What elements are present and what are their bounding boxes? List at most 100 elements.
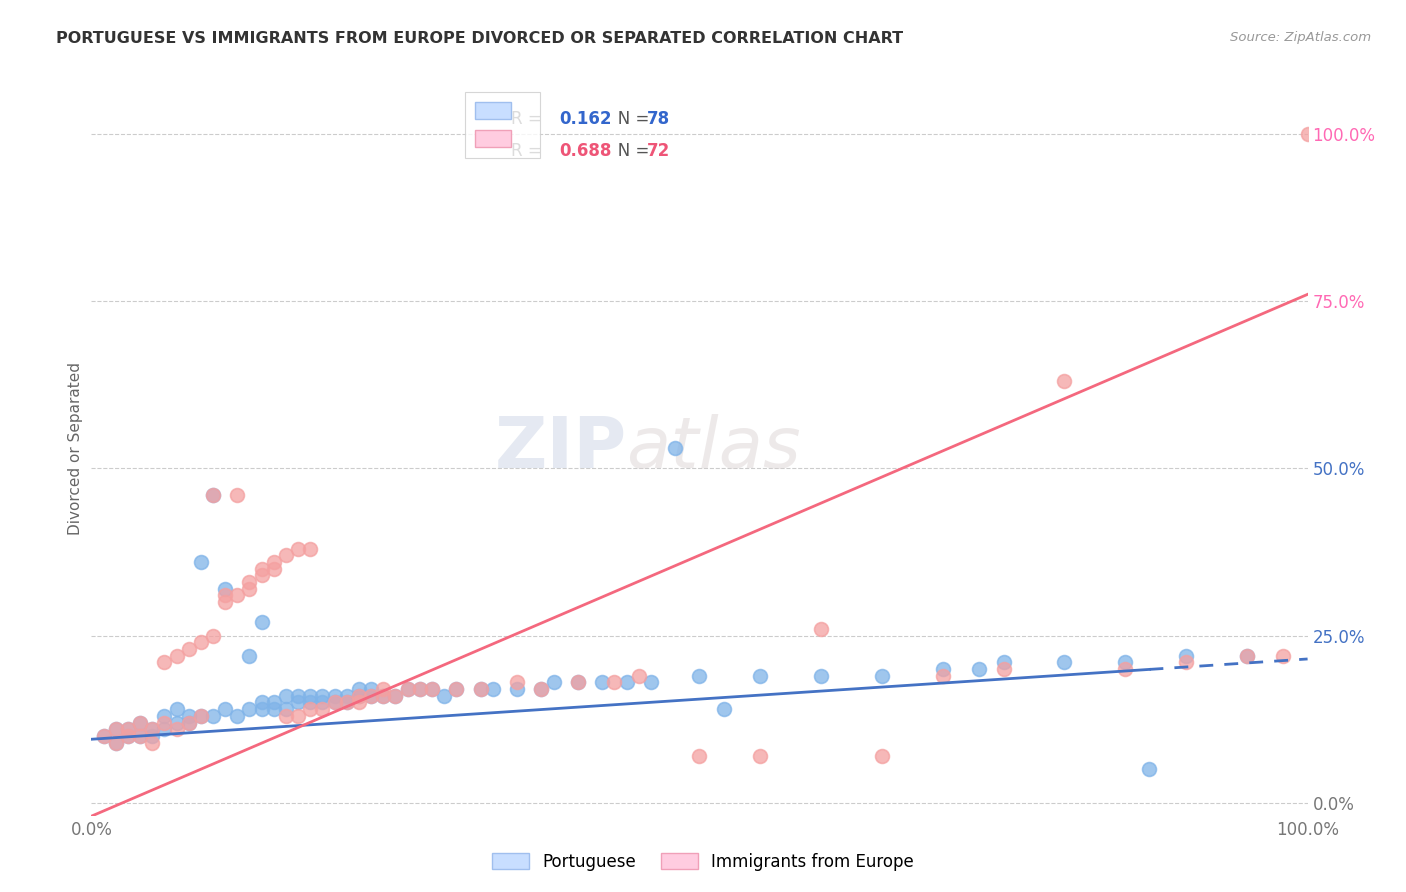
Y-axis label: Divorced or Separated: Divorced or Separated: [67, 362, 83, 534]
Legend: Portuguese, Immigrants from Europe: Portuguese, Immigrants from Europe: [484, 845, 922, 880]
Point: [311, 696, 333, 710]
Point: [323, 696, 346, 710]
Point: [373, 681, 395, 696]
Point: [263, 696, 285, 710]
Point: [117, 729, 139, 743]
Point: [141, 729, 163, 743]
Point: [1053, 374, 1076, 388]
Point: [93, 729, 115, 743]
Point: [336, 689, 359, 703]
Point: [117, 723, 139, 737]
Point: [190, 555, 212, 569]
Point: [336, 696, 359, 710]
Point: [993, 655, 1015, 669]
Point: [591, 675, 613, 690]
Point: [141, 735, 163, 749]
Point: [384, 689, 406, 703]
Point: [299, 541, 322, 556]
Point: [238, 574, 260, 589]
Point: [1053, 655, 1076, 669]
Point: [347, 689, 370, 703]
Point: [396, 681, 419, 696]
Text: N =: N =: [602, 142, 655, 160]
Point: [1175, 648, 1198, 663]
Point: [287, 696, 309, 710]
Point: [323, 696, 346, 710]
Point: [1296, 127, 1319, 141]
Point: [202, 628, 225, 642]
Point: [129, 715, 152, 730]
Point: [603, 675, 626, 690]
Text: ZIP: ZIP: [495, 414, 627, 483]
Point: [749, 749, 772, 764]
Point: [250, 696, 273, 710]
Text: atlas: atlas: [627, 414, 801, 483]
Point: [347, 681, 370, 696]
Point: [190, 708, 212, 723]
Point: [311, 702, 333, 716]
Point: [250, 568, 273, 582]
Text: N =: N =: [602, 110, 655, 128]
Text: R =: R =: [510, 142, 553, 160]
Text: Source: ZipAtlas.com: Source: ZipAtlas.com: [1230, 31, 1371, 45]
Point: [299, 702, 322, 716]
Point: [238, 582, 260, 596]
Point: [238, 702, 260, 716]
Point: [543, 675, 565, 690]
Point: [713, 702, 735, 716]
Point: [177, 715, 200, 730]
Point: [870, 669, 893, 683]
Point: [287, 541, 309, 556]
Point: [360, 681, 382, 696]
Point: [616, 675, 638, 690]
Point: [153, 655, 176, 669]
Point: [166, 702, 188, 716]
Point: [373, 689, 395, 703]
Point: [627, 669, 650, 683]
Point: [530, 681, 553, 696]
Point: [444, 681, 467, 696]
Point: [810, 669, 832, 683]
Point: [993, 662, 1015, 676]
Point: [470, 681, 492, 696]
Point: [238, 648, 260, 663]
Point: [347, 689, 370, 703]
Point: [129, 729, 152, 743]
Point: [274, 689, 297, 703]
Text: 0.688: 0.688: [560, 142, 612, 160]
Point: [287, 708, 309, 723]
Point: [117, 723, 139, 737]
Point: [190, 635, 212, 649]
Point: [214, 702, 236, 716]
Point: [141, 723, 163, 737]
Point: [409, 681, 432, 696]
Point: [226, 488, 249, 502]
Point: [931, 669, 953, 683]
Point: [347, 696, 370, 710]
Point: [287, 689, 309, 703]
Point: [1236, 648, 1258, 663]
Point: [567, 675, 589, 690]
Point: [202, 708, 225, 723]
Point: [967, 662, 990, 676]
Point: [1114, 655, 1136, 669]
Point: [1175, 655, 1198, 669]
Point: [1114, 662, 1136, 676]
Point: [688, 669, 710, 683]
Point: [323, 689, 346, 703]
Point: [104, 735, 127, 749]
Point: [202, 488, 225, 502]
Point: [141, 723, 163, 737]
Point: [153, 715, 176, 730]
Point: [420, 681, 443, 696]
Point: [274, 702, 297, 716]
Point: [104, 723, 127, 737]
Point: [336, 696, 359, 710]
Point: [567, 675, 589, 690]
Point: [166, 723, 188, 737]
Point: [274, 548, 297, 563]
Point: [506, 675, 529, 690]
Point: [664, 442, 686, 455]
Point: [190, 708, 212, 723]
Point: [250, 615, 273, 630]
